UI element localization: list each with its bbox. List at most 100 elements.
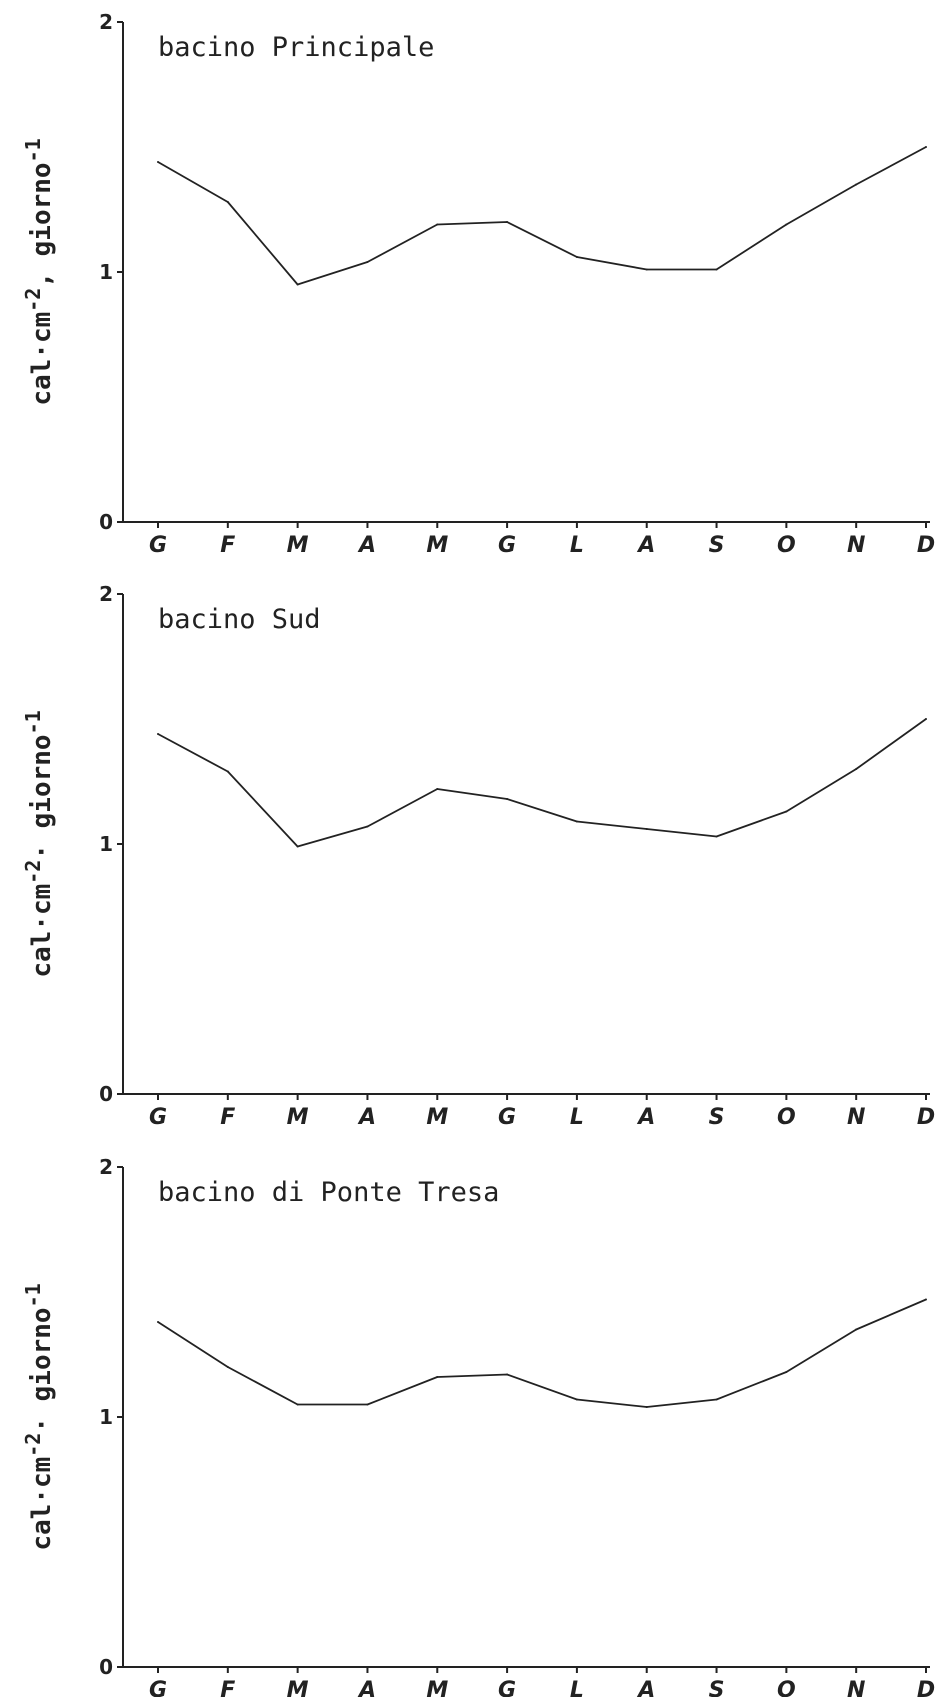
- data-point: [575, 820, 578, 823]
- x-tick-label: N: [847, 1678, 865, 1697]
- data-point: [157, 733, 159, 735]
- panel-title: bacino di Ponte Tresa: [158, 1177, 499, 1208]
- data-point: [575, 1398, 578, 1401]
- y-axis-label-superscript: -2: [21, 288, 45, 312]
- x-tick-label: M: [287, 533, 309, 558]
- y-tick-label: 1: [99, 832, 113, 856]
- y-axis-label: cal·cm-2, giorno-1: [21, 138, 57, 405]
- y-tick-label: 1: [99, 1405, 113, 1429]
- x-tick-label: D: [917, 533, 935, 558]
- x-tick-label: D: [917, 1678, 935, 1697]
- x-tick-label: A: [357, 1678, 376, 1697]
- y-tick-label: 0: [99, 510, 113, 534]
- data-point: [645, 1406, 648, 1408]
- x-tick-label: O: [777, 533, 796, 558]
- series-line: [157, 718, 927, 848]
- data-point: [645, 268, 648, 271]
- x-tick-label: G: [149, 533, 167, 558]
- data-point: [785, 223, 788, 226]
- data-point: [226, 201, 229, 203]
- y-axis-label-part: cal·cm: [27, 1457, 57, 1551]
- data-point: [575, 256, 578, 258]
- data-point: [506, 798, 509, 800]
- x-tick-label: S: [709, 533, 725, 558]
- y-tick-label: 1: [99, 260, 113, 284]
- data-point: [436, 223, 439, 226]
- x-tick-label: G: [498, 533, 516, 558]
- y-tick-label: 0: [99, 1082, 113, 1106]
- data-point: [645, 828, 648, 830]
- data-point: [925, 146, 927, 148]
- y-axis-label-superscript: -2: [21, 860, 45, 884]
- panel-title: bacino Principale: [158, 32, 434, 63]
- y-tick-label: 2: [99, 10, 113, 34]
- x-tick-label: G: [149, 1678, 167, 1697]
- data-point: [436, 1376, 439, 1378]
- x-tick-label: L: [570, 1678, 584, 1697]
- data-point: [506, 221, 509, 223]
- data-point: [785, 1371, 788, 1373]
- data-point: [715, 835, 718, 838]
- x-tick-label: N: [847, 533, 865, 558]
- data-point: [785, 810, 788, 813]
- x-tick-label: O: [777, 1105, 796, 1130]
- data-point: [855, 1328, 858, 1331]
- data-point: [715, 268, 718, 271]
- x-tick-label: D: [917, 1105, 935, 1130]
- data-point: [366, 825, 369, 828]
- y-axis-label: cal·cm-2· giorno-1: [21, 1283, 57, 1550]
- data-point: [925, 718, 927, 720]
- x-tick-label: L: [570, 1105, 584, 1130]
- series-line: [157, 146, 927, 286]
- y-axis-label-part: · giorno: [27, 734, 57, 859]
- x-tick-label: G: [498, 1678, 516, 1697]
- x-tick-label: A: [357, 533, 376, 558]
- x-tick-label: G: [498, 1105, 516, 1130]
- x-tick-label: M: [426, 533, 448, 558]
- x-tick-label: M: [426, 1105, 448, 1130]
- y-axis-label-part: · giorno: [27, 1307, 57, 1432]
- data-point: [366, 261, 369, 263]
- x-tick-label: M: [287, 1678, 309, 1697]
- data-point: [157, 161, 159, 163]
- data-point: [296, 845, 299, 848]
- x-tick-label: F: [220, 533, 235, 558]
- data-point: [226, 1366, 229, 1368]
- x-tick-label: A: [636, 533, 655, 558]
- y-axis-label-superscript: -1: [21, 138, 45, 162]
- data-point: [226, 770, 229, 773]
- data-point: [506, 1373, 509, 1376]
- x-tick-label: A: [357, 1105, 376, 1130]
- x-tick-label: A: [636, 1105, 655, 1130]
- x-tick-label: O: [777, 1678, 796, 1697]
- x-tick-label: F: [220, 1105, 235, 1130]
- x-tick-label: M: [287, 1105, 309, 1130]
- y-axis-label-part: cal·cm: [27, 884, 57, 978]
- y-axis-label-superscript: -1: [21, 710, 45, 734]
- data-point: [925, 1298, 927, 1301]
- y-axis-label: cal·cm-2· giorno-1: [21, 710, 57, 977]
- y-tick-label: 2: [99, 582, 113, 606]
- data-point: [296, 1403, 299, 1406]
- x-tick-label: S: [709, 1678, 725, 1697]
- data-point: [157, 1321, 159, 1323]
- x-tick-label: N: [847, 1105, 865, 1130]
- data-point: [436, 788, 439, 790]
- data-point: [855, 183, 858, 186]
- x-tick-label: G: [149, 1105, 167, 1130]
- y-axis-label-superscript: -1: [21, 1283, 45, 1307]
- x-tick-label: L: [570, 533, 584, 558]
- x-tick-label: M: [426, 1678, 448, 1697]
- y-tick-label: 2: [99, 1155, 113, 1179]
- data-point: [715, 1398, 718, 1401]
- y-axis-label-superscript: -2: [21, 1433, 45, 1457]
- y-axis-label-part: cal·cm: [27, 312, 57, 406]
- y-tick-label: 0: [99, 1655, 113, 1679]
- data-point: [366, 1403, 369, 1406]
- x-tick-label: F: [220, 1678, 235, 1697]
- panel-title: bacino Sud: [158, 604, 321, 635]
